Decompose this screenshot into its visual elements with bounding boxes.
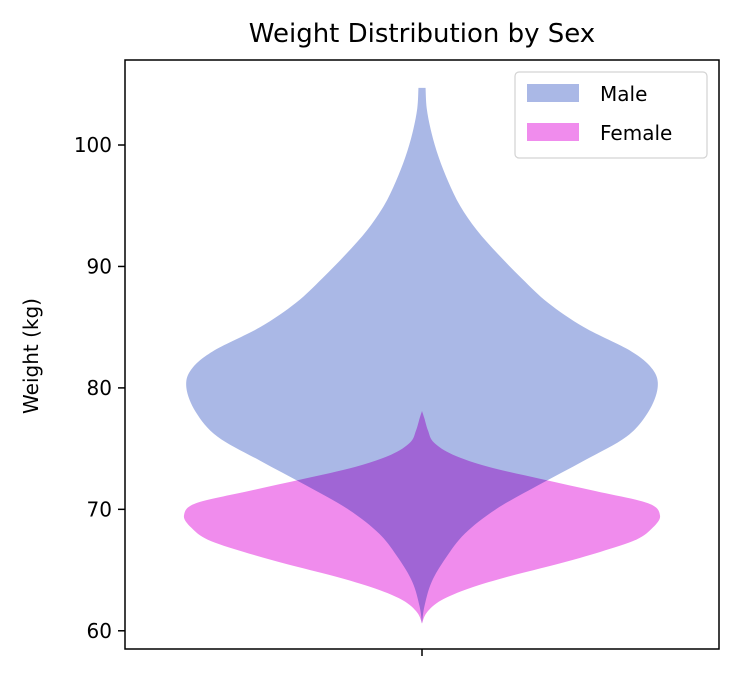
plot-area [183, 87, 661, 624]
y-tick-label-70: 70 [87, 497, 112, 521]
y-axis-label: Weight (kg) [19, 298, 43, 414]
legend-swatch-male [527, 84, 579, 102]
chart-title: Weight Distribution by Sex [249, 19, 595, 49]
y-axis: 60 70 80 90 100 [74, 133, 125, 643]
violin-male [186, 87, 658, 624]
legend-label-male: Male [600, 82, 647, 106]
legend-swatch-female [527, 123, 579, 141]
y-tick-label-90: 90 [87, 254, 112, 278]
y-tick-label-60: 60 [87, 619, 112, 643]
y-tick-label-100: 100 [74, 133, 112, 157]
y-tick-label-80: 80 [87, 376, 112, 400]
violin-female [183, 410, 661, 624]
legend: Male Female [514, 71, 708, 159]
legend-label-female: Female [600, 121, 672, 145]
